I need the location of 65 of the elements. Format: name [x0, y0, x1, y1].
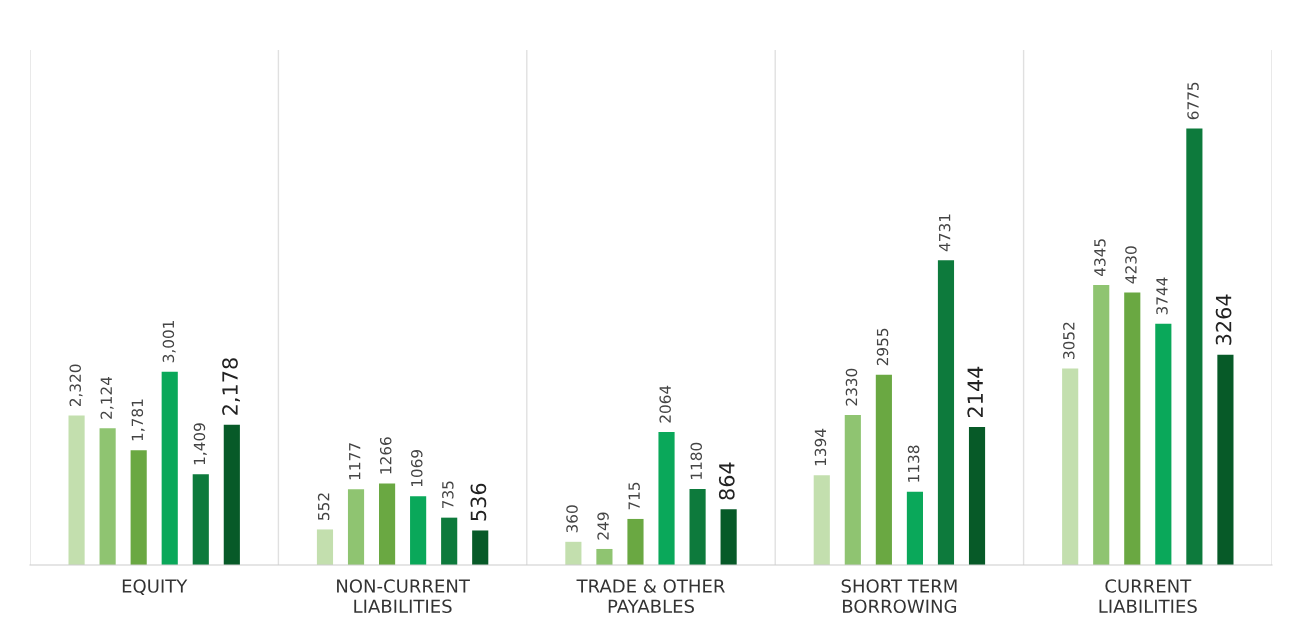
data-label: 2064: [659, 385, 671, 423]
bar: [223, 424, 240, 565]
data-label: 6775: [1187, 82, 1199, 120]
data-label: 536: [470, 483, 487, 521]
data-label: 2955: [876, 328, 889, 366]
data-label: 735: [442, 481, 454, 509]
bar: [906, 491, 923, 565]
bar: [68, 415, 85, 565]
data-label: 3052: [1063, 322, 1075, 359]
bar: [347, 489, 365, 565]
bar: [844, 414, 861, 565]
data-label: 3264: [1215, 294, 1232, 345]
data-label: 1177: [349, 443, 361, 480]
data-label: 1069: [411, 450, 423, 487]
data-label: 1394: [814, 428, 827, 466]
bar: [1217, 354, 1234, 565]
x-tick-label: TRADE & OTHER PAYABLES: [576, 579, 725, 614]
x-tick-label: EQUITY: [122, 579, 188, 595]
data-label: 715: [628, 482, 640, 510]
data-label: 864: [718, 462, 735, 500]
data-label: 1,781: [131, 399, 145, 441]
bar: [1093, 285, 1110, 565]
data-label: 2,178: [222, 358, 240, 415]
data-label: 4345: [1094, 239, 1106, 277]
bar: [720, 509, 737, 565]
data-label: 1180: [690, 442, 703, 479]
data-label: 2,320: [69, 364, 83, 407]
data-label: 2330: [845, 368, 858, 406]
data-label: 249: [597, 512, 609, 540]
data-label: 3744: [1156, 277, 1168, 315]
data-label: 1266: [379, 437, 392, 474]
data-label: 2,124: [100, 376, 114, 419]
bar: [379, 483, 396, 565]
x-tick-label: NON-CURRENT LIABILITIES: [337, 579, 470, 614]
data-label: 1,409: [193, 423, 207, 465]
bar: [472, 530, 489, 565]
x-tick-label: SHORT TERM BORROWING: [841, 579, 957, 614]
bar: [1124, 292, 1141, 565]
bar: [565, 541, 582, 565]
data-label: 552: [317, 493, 330, 520]
data-label: 2144: [967, 366, 983, 418]
data-label: 3,001: [162, 321, 176, 363]
bar: [99, 428, 116, 565]
bar: [968, 426, 986, 565]
bar: [410, 496, 427, 565]
bar: [192, 474, 209, 565]
bar: [937, 260, 955, 565]
bar: [596, 548, 613, 565]
x-tick-label: CURRENT LIABILITIES: [1099, 579, 1197, 614]
bar: [441, 517, 458, 565]
bar: [658, 432, 675, 565]
data-label: 360: [566, 505, 578, 533]
bar: [130, 450, 147, 565]
bar: [1186, 128, 1203, 565]
bar: [875, 374, 892, 565]
data-label: 4230: [1125, 246, 1137, 284]
bar: [1155, 323, 1172, 565]
data-label: 1138: [907, 445, 920, 482]
data-label: 4731: [938, 214, 951, 252]
bar: [813, 475, 830, 565]
bar: [689, 488, 706, 565]
bar: [627, 518, 644, 565]
bar: [161, 371, 178, 565]
bar: [1062, 368, 1079, 565]
bar: [316, 529, 334, 565]
